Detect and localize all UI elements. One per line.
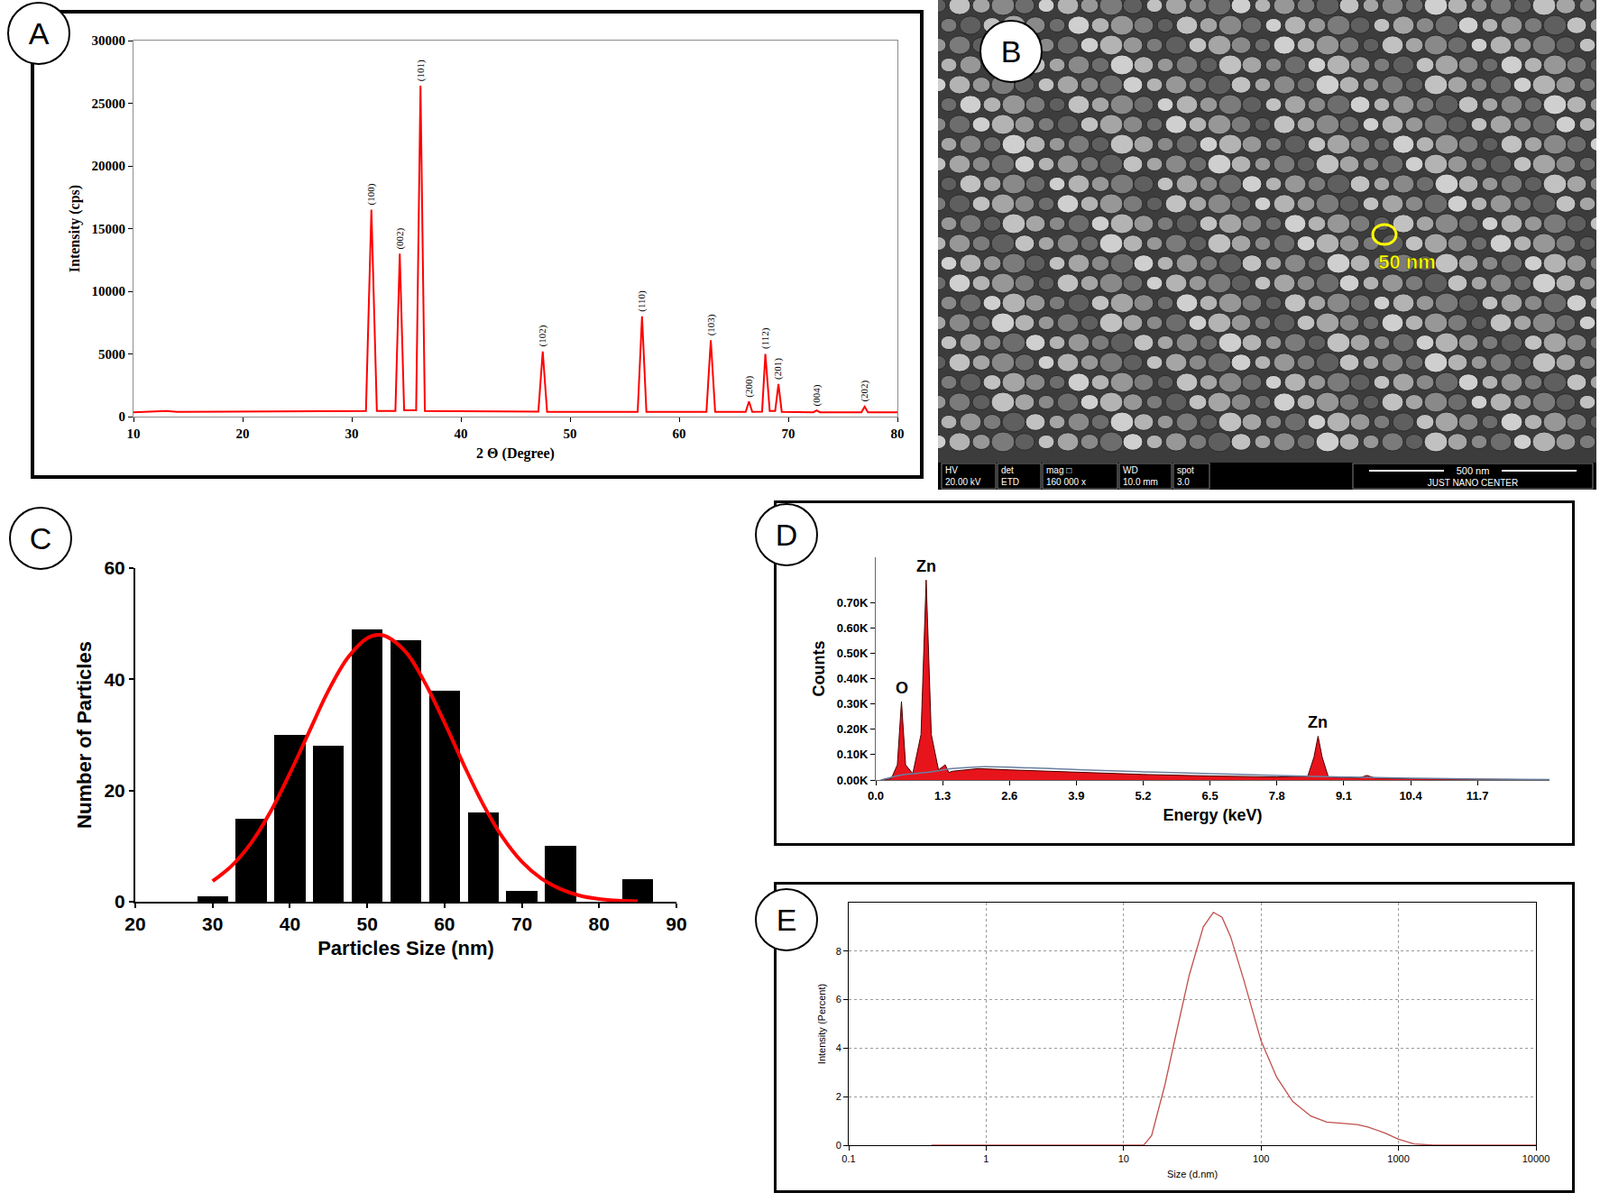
svg-text:O: O: [895, 679, 909, 698]
html-text:B: B: [1000, 34, 1022, 69]
svg-text:(201): (201): [772, 358, 784, 380]
svg-text:Energy (keV): Energy (keV): [1162, 806, 1262, 825]
svg-text:HV: HV: [945, 465, 958, 476]
svg-text:ETD: ETD: [1001, 477, 1020, 488]
svg-text:spot: spot: [1177, 465, 1195, 476]
svg-text:6.5: 6.5: [1202, 789, 1219, 803]
svg-text:4: 4: [836, 1042, 842, 1054]
svg-text:15000: 15000: [91, 221, 127, 237]
svg-text:1000: 1000: [1387, 1153, 1409, 1165]
svg-text:80: 80: [588, 913, 610, 935]
svg-text:Size (d.nm): Size (d.nm): [1167, 1168, 1218, 1180]
svg-text:100: 100: [1252, 1153, 1269, 1165]
svg-text:50 nm: 50 nm: [1378, 250, 1436, 274]
svg-text:8: 8: [836, 946, 842, 957]
svg-text:1.3: 1.3: [934, 789, 951, 803]
svg-text:0.40K: 0.40K: [836, 671, 869, 686]
svg-text:60: 60: [672, 426, 687, 442]
svg-text:(112): (112): [759, 327, 772, 350]
svg-text:10.0 mm: 10.0 mm: [1122, 477, 1159, 488]
svg-text:20: 20: [103, 780, 125, 801]
svg-text:Particles Size (nm): Particles Size (nm): [317, 937, 495, 960]
svg-text:Counts: Counts: [809, 641, 828, 698]
svg-text:20.00 kV: 20.00 kV: [945, 477, 982, 488]
svg-text:0: 0: [836, 1140, 842, 1151]
svg-text:(002): (002): [394, 227, 406, 249]
svg-text:(100): (100): [365, 183, 378, 205]
svg-text:40: 40: [103, 669, 125, 690]
svg-text:60: 60: [103, 557, 125, 579]
svg-text:0.60K: 0.60K: [836, 621, 869, 635]
svg-text:0: 0: [119, 409, 127, 424]
svg-text:0: 0: [114, 891, 126, 912]
svg-text:2 Θ (Degree): 2 Θ (Degree): [476, 445, 555, 462]
svg-text:0.1: 0.1: [841, 1153, 856, 1165]
svg-text:1: 1: [983, 1153, 989, 1165]
svg-text:70: 70: [781, 426, 796, 442]
svg-text:0.0: 0.0: [867, 789, 884, 803]
svg-text:11.7: 11.7: [1466, 789, 1490, 803]
svg-text:(110): (110): [635, 290, 648, 313]
svg-text:60: 60: [433, 913, 455, 935]
svg-text:0.00K: 0.00K: [836, 773, 869, 788]
svg-text:40: 40: [454, 426, 469, 442]
svg-text:70: 70: [511, 913, 533, 935]
svg-text:10.4: 10.4: [1398, 789, 1423, 803]
svg-text:10: 10: [1118, 1153, 1130, 1165]
svg-text:0.10K: 0.10K: [836, 747, 869, 762]
svg-text:Zn: Zn: [916, 557, 937, 576]
svg-text:2.6: 2.6: [1001, 789, 1018, 803]
svg-text:50: 50: [563, 426, 578, 442]
svg-text:3.9: 3.9: [1067, 789, 1085, 803]
svg-text:(200): (200): [743, 376, 755, 398]
svg-text:6: 6: [836, 993, 842, 1005]
svg-text:(004): (004): [810, 384, 823, 406]
svg-text:10000: 10000: [91, 284, 127, 299]
svg-text:(103): (103): [705, 313, 718, 336]
svg-text:mag □: mag □: [1046, 465, 1072, 476]
svg-text:30: 30: [345, 426, 359, 442]
svg-text:0.30K: 0.30K: [836, 697, 869, 711]
svg-text:WD: WD: [1122, 465, 1139, 476]
svg-text:Intensity (cps): Intensity (cps): [66, 184, 83, 273]
svg-text:0.70K: 0.70K: [836, 596, 869, 610]
svg-text:10: 10: [127, 426, 141, 442]
svg-text:0.20K: 0.20K: [836, 722, 869, 736]
svg-text:50: 50: [356, 913, 378, 935]
svg-text:30: 30: [202, 913, 223, 935]
svg-text:Intensity (Percent): Intensity (Percent): [816, 983, 828, 1065]
svg-text:500 nm: 500 nm: [1456, 465, 1490, 477]
svg-text:Zn: Zn: [1307, 713, 1328, 732]
svg-text:20000: 20000: [91, 158, 127, 174]
svg-text:(102): (102): [536, 324, 549, 347]
svg-text:9.1: 9.1: [1335, 789, 1352, 803]
svg-text:20: 20: [236, 426, 250, 442]
svg-text:2: 2: [836, 1091, 842, 1103]
html-text:C: C: [29, 521, 52, 556]
svg-text:40: 40: [279, 913, 301, 935]
svg-text:5000: 5000: [98, 347, 126, 362]
html-text:D: D: [775, 517, 798, 552]
svg-text:20: 20: [124, 913, 146, 935]
svg-text:Number of Particles: Number of Particles: [73, 641, 96, 829]
svg-text:det: det: [1001, 465, 1014, 476]
svg-text:160 000 x: 160 000 x: [1046, 477, 1086, 488]
svg-text:0.50K: 0.50K: [836, 646, 869, 661]
svg-text:(202): (202): [858, 379, 871, 402]
svg-text:JUST NANO CENTER: JUST NANO CENTER: [1427, 478, 1518, 488]
html-text:A: A: [28, 16, 49, 51]
svg-text:10000: 10000: [1522, 1153, 1551, 1165]
svg-text:3.0: 3.0: [1177, 477, 1190, 488]
svg-text:25000: 25000: [91, 96, 127, 111]
html-text:E: E: [776, 902, 797, 938]
svg-text:5.2: 5.2: [1134, 789, 1151, 803]
svg-text:80: 80: [891, 426, 905, 442]
svg-text:(101): (101): [414, 59, 427, 82]
svg-text:90: 90: [665, 913, 687, 935]
svg-text:30000: 30000: [91, 33, 127, 48]
svg-text:7.8: 7.8: [1268, 789, 1286, 803]
